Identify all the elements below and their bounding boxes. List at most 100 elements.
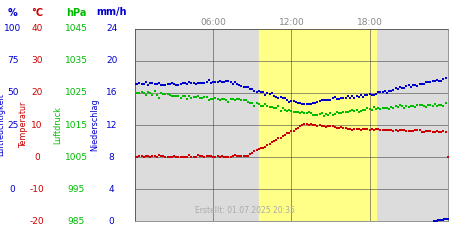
Point — [153, 155, 160, 159]
Point — [383, 106, 391, 110]
Point — [436, 218, 443, 222]
Point — [400, 86, 408, 90]
Point — [386, 107, 393, 111]
Point — [442, 101, 449, 105]
Point — [360, 108, 367, 112]
Point — [275, 136, 282, 140]
Point — [399, 128, 406, 132]
Point — [316, 123, 323, 127]
Point — [403, 104, 410, 108]
Point — [181, 81, 189, 85]
Point — [318, 124, 325, 128]
Point — [240, 85, 247, 89]
Point — [429, 104, 436, 108]
Point — [297, 124, 304, 128]
Point — [273, 106, 280, 110]
Point — [438, 103, 445, 107]
Point — [416, 103, 423, 107]
Point — [160, 84, 167, 87]
Point — [373, 107, 380, 111]
Point — [229, 82, 236, 86]
Point — [279, 134, 286, 138]
Text: 100: 100 — [4, 24, 21, 33]
Point — [155, 81, 162, 85]
Point — [158, 83, 165, 87]
Point — [390, 128, 397, 132]
Point — [203, 95, 210, 99]
Point — [310, 101, 317, 105]
Point — [375, 90, 382, 94]
Point — [425, 129, 432, 133]
Point — [396, 128, 404, 132]
Point — [205, 78, 212, 82]
Point — [166, 82, 173, 86]
Point — [442, 217, 449, 221]
Point — [355, 96, 362, 100]
Point — [327, 124, 334, 128]
Point — [423, 80, 430, 84]
Point — [444, 217, 450, 221]
Point — [151, 154, 158, 158]
Point — [418, 82, 425, 86]
Point — [360, 95, 367, 99]
Text: 1005: 1005 — [65, 152, 88, 162]
Point — [190, 81, 197, 85]
Point — [420, 104, 427, 108]
Point — [164, 92, 171, 96]
Point — [336, 97, 343, 101]
Point — [312, 123, 319, 127]
Point — [168, 94, 176, 98]
Point — [368, 128, 375, 132]
Point — [284, 108, 291, 112]
Point — [136, 154, 143, 158]
Point — [218, 154, 225, 158]
Point — [227, 80, 234, 84]
Point — [351, 127, 358, 131]
Point — [351, 109, 358, 113]
Point — [325, 98, 332, 102]
Point — [299, 110, 306, 114]
Point — [249, 87, 256, 91]
Point — [151, 82, 158, 86]
Point — [416, 82, 423, 86]
Point — [357, 128, 364, 132]
Point — [329, 124, 336, 128]
Point — [134, 155, 141, 159]
Point — [286, 108, 293, 112]
Point — [394, 86, 401, 90]
Point — [301, 122, 308, 126]
Point — [231, 153, 239, 157]
Point — [307, 122, 315, 126]
Point — [220, 97, 228, 101]
Point — [414, 84, 421, 88]
Point — [242, 154, 249, 158]
Point — [362, 108, 369, 112]
Point — [323, 125, 330, 129]
Point — [388, 105, 395, 109]
Point — [158, 92, 165, 96]
Point — [323, 112, 330, 116]
Point — [264, 104, 271, 108]
Text: 0: 0 — [34, 152, 40, 162]
Text: Niederschlag: Niederschlag — [90, 99, 99, 151]
Point — [379, 90, 386, 94]
Text: 8: 8 — [109, 152, 114, 162]
Point — [199, 81, 206, 85]
Point — [303, 102, 310, 106]
Point — [140, 82, 147, 86]
Point — [188, 81, 195, 85]
Point — [201, 81, 208, 85]
Point — [229, 97, 236, 101]
Point — [162, 83, 169, 87]
Point — [342, 96, 349, 100]
Point — [323, 98, 330, 102]
Point — [236, 154, 243, 158]
Point — [138, 82, 145, 86]
Point — [420, 82, 427, 86]
Point — [303, 122, 310, 126]
Point — [149, 154, 156, 158]
Point — [134, 91, 141, 95]
Point — [403, 128, 410, 132]
Point — [440, 130, 447, 134]
Point — [238, 98, 245, 102]
